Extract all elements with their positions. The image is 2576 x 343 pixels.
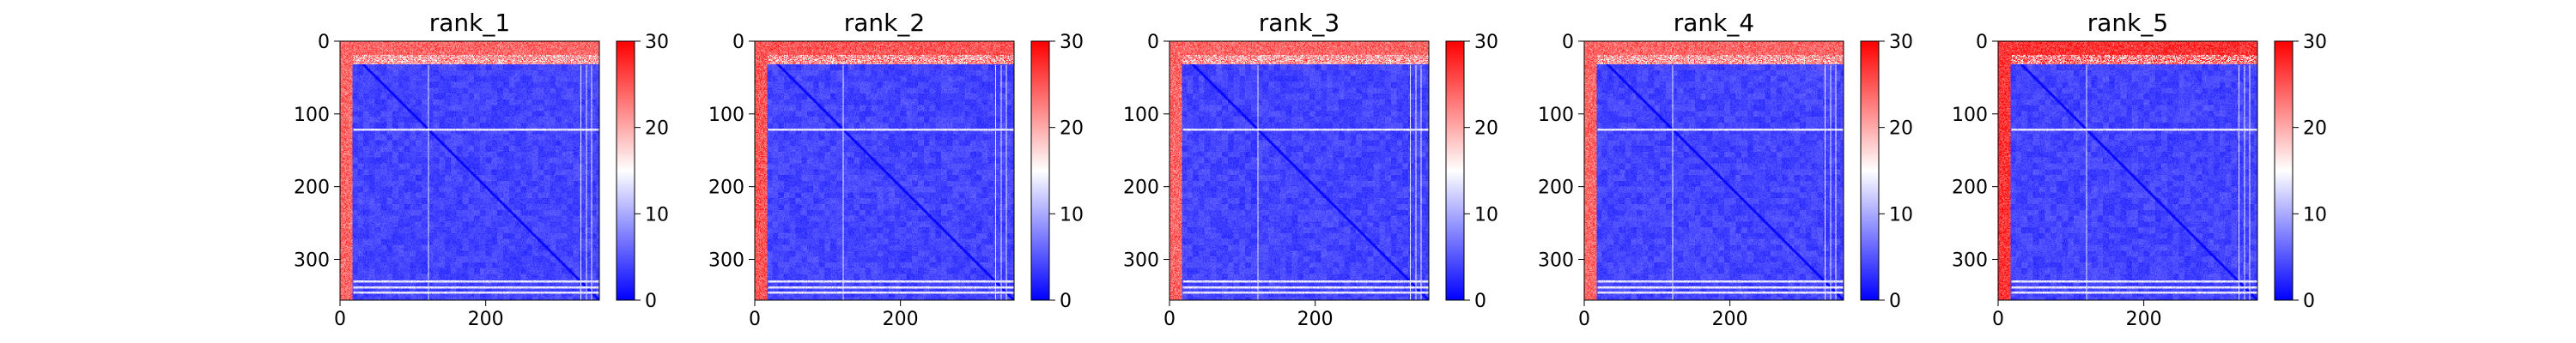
x-tick-label: 0 — [1992, 309, 2004, 330]
colorbar-tick-label: 20 — [645, 118, 669, 140]
colorbar: 0 10 20 30 — [2274, 32, 2327, 312]
y-tick-label: 0 — [1976, 32, 1988, 53]
colorbar-tick-label: 30 — [1060, 32, 1084, 53]
colorbar: 0 10 20 30 — [1445, 32, 1498, 312]
heatmap-image — [1584, 41, 1844, 300]
y-tick-label: 0 — [318, 32, 330, 53]
y-tick-label: 300 — [1952, 250, 1988, 271]
y-tick-label: 100 — [1952, 105, 1988, 126]
colorbar-tick-label: 10 — [1060, 204, 1084, 226]
x-tick-label: 0 — [334, 309, 346, 330]
axes-frame — [1997, 40, 2258, 301]
heatmap-panel-4: rank_4 0 200 0 100 200 300 0 10 20 30 — [1538, 9, 1913, 330]
colorbar-tick-label: 20 — [2303, 118, 2327, 140]
y-tick-label: 300 — [1123, 250, 1159, 271]
y-tick-label: 300 — [1538, 250, 1574, 271]
y-tick-label: 100 — [1123, 105, 1159, 126]
heatmap-panel-2: rank_2 0 200 0 100 200 300 0 10 20 30 — [708, 9, 1084, 330]
colorbar-tick-label: 20 — [1474, 118, 1498, 140]
y-tick-label: 200 — [1538, 178, 1574, 199]
colorbar-tick-label: 30 — [1889, 32, 1913, 53]
y-tick-label: 100 — [294, 105, 330, 126]
y-tick-label: 200 — [1123, 178, 1159, 199]
colorbar-tick-label: 0 — [1889, 291, 1901, 312]
axes-frame — [1169, 40, 1430, 301]
panel-title: rank_4 — [1674, 9, 1754, 37]
colorbar: 0 10 20 30 — [1030, 32, 1084, 312]
colorbar-tick-label: 0 — [2303, 291, 2315, 312]
colorbar-tick-label: 10 — [1889, 204, 1913, 226]
colorbar-tick-label: 30 — [2303, 32, 2327, 53]
heatmap-panel-1: rank_1 0 200 0 100 200 300 0 10 20 30 — [294, 9, 669, 330]
y-tick-label: 100 — [708, 105, 744, 126]
x-tick-label: 200 — [1712, 309, 1748, 330]
heatmap-image — [1170, 41, 1429, 300]
y-tick-label: 300 — [708, 250, 744, 271]
y-tick-label: 300 — [294, 250, 330, 271]
colorbar-tick-label: 20 — [1889, 118, 1913, 140]
colorbar-tick-label: 10 — [2303, 204, 2327, 226]
axes-frame — [754, 40, 1015, 301]
x-tick-label: 200 — [468, 309, 504, 330]
x-tick-label: 0 — [1578, 309, 1590, 330]
colorbar: 0 10 20 30 — [616, 32, 669, 312]
heatmap-panel-3: rank_3 0 200 0 100 200 300 0 10 20 30 — [1123, 9, 1498, 330]
x-tick-label: 200 — [1297, 309, 1334, 330]
y-tick-label: 0 — [1147, 32, 1159, 53]
x-tick-label: 0 — [749, 309, 761, 330]
heatmap-panel-5: rank_5 0 200 0 100 200 300 0 10 20 30 — [1952, 9, 2327, 330]
colorbar-gradient — [1030, 40, 1050, 301]
colorbar-tick-label: 20 — [1060, 118, 1084, 140]
colorbar-gradient — [1860, 40, 1880, 301]
colorbar-tick-label: 30 — [1474, 32, 1498, 53]
y-tick-label: 200 — [294, 178, 330, 199]
colorbar-tick-label: 10 — [1474, 204, 1498, 226]
colorbar-tick-label: 0 — [645, 291, 657, 312]
panel-title: rank_1 — [429, 9, 510, 37]
y-tick-label: 0 — [1562, 32, 1574, 53]
colorbar-tick-label: 10 — [645, 204, 669, 226]
heatmap-image — [755, 41, 1014, 300]
y-tick-label: 200 — [1952, 178, 1988, 199]
colorbar-tick-label: 30 — [645, 32, 669, 53]
heatmap-image — [340, 41, 599, 300]
axes-frame — [339, 40, 600, 301]
colorbar-gradient — [2274, 40, 2293, 301]
panel-title: rank_5 — [2087, 9, 2168, 37]
y-tick-label: 100 — [1538, 105, 1574, 126]
y-tick-label: 0 — [732, 32, 744, 53]
x-tick-label: 0 — [1163, 309, 1176, 330]
y-tick-label: 200 — [708, 178, 744, 199]
colorbar-gradient — [1445, 40, 1465, 301]
panel-title: rank_2 — [844, 9, 925, 37]
x-tick-label: 200 — [2126, 309, 2162, 330]
colorbar-tick-label: 0 — [1474, 291, 1486, 312]
axes-frame — [1583, 40, 1844, 301]
x-tick-label: 200 — [883, 309, 919, 330]
colorbar-tick-label: 0 — [1060, 291, 1072, 312]
panel-title: rank_3 — [1259, 9, 1340, 37]
heatmap-image — [1998, 41, 2257, 300]
colorbar-gradient — [616, 40, 635, 301]
colorbar: 0 10 20 30 — [1860, 32, 1913, 312]
